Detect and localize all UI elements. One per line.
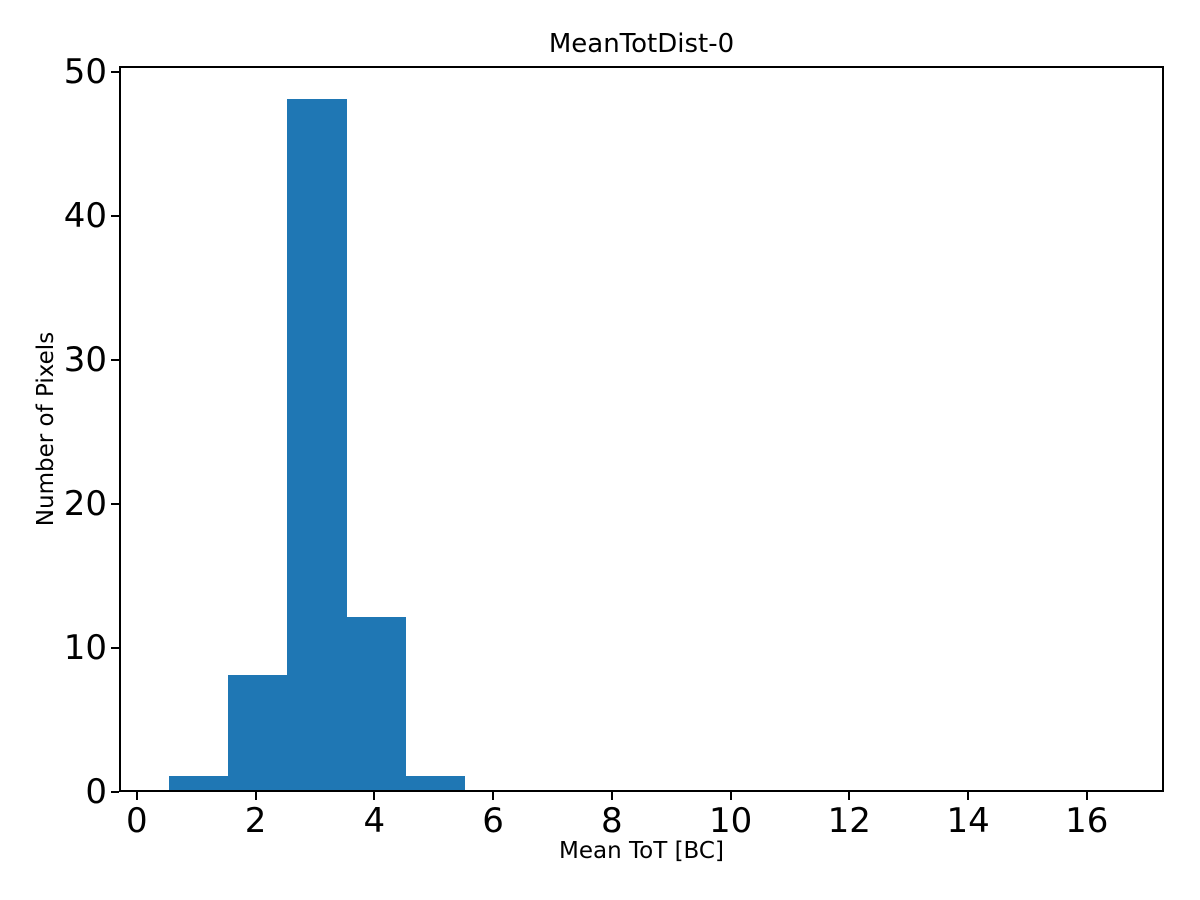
- y-tick-label: 20: [63, 483, 107, 524]
- x-tick-label: 2: [244, 801, 267, 841]
- x-tick-mark: [967, 792, 970, 800]
- x-tick-label: 10: [708, 801, 753, 841]
- plot-area: [119, 66, 1164, 792]
- chart-title: MeanTotDist-0: [548, 29, 735, 59]
- x-tick-mark: [135, 792, 138, 800]
- x-tick-mark: [729, 792, 732, 800]
- x-tick-mark: [492, 792, 495, 800]
- x-tick-mark: [610, 792, 613, 800]
- x-tick-label: 12: [827, 801, 871, 841]
- y-tick-mark: [111, 647, 119, 649]
- x-tick-mark: [848, 792, 851, 800]
- y-tick-mark: [111, 70, 119, 73]
- x-tick-label: 4: [363, 801, 386, 841]
- histogram-bar: [346, 617, 406, 790]
- y-axis-label: Number of Pixels: [33, 331, 59, 527]
- x-tick-label: 14: [946, 801, 990, 841]
- x-tick-label: 8: [600, 801, 623, 841]
- x-axis-label: Mean ToT [BC]: [559, 838, 724, 864]
- x-tick-label: 6: [482, 801, 504, 841]
- y-tick-label: 50: [63, 51, 107, 92]
- histogram-bar: [287, 98, 347, 790]
- y-tick-mark: [111, 358, 119, 361]
- x-tick-label: 16: [1065, 801, 1109, 841]
- x-tick-mark: [1085, 792, 1088, 800]
- histogram-bar: [227, 674, 288, 790]
- histogram-bar: [406, 775, 466, 790]
- y-tick-mark: [111, 214, 119, 217]
- y-tick-mark: [111, 791, 119, 793]
- x-tick-mark: [373, 792, 376, 800]
- histogram-bar: [168, 775, 228, 790]
- y-tick-label: 10: [63, 628, 107, 668]
- y-tick-mark: [111, 502, 119, 505]
- x-tick-mark: [254, 792, 257, 800]
- y-tick-label: 0: [85, 772, 107, 812]
- y-tick-label: 30: [63, 339, 107, 380]
- y-tick-label: 40: [63, 195, 107, 236]
- x-tick-label: 0: [125, 801, 148, 841]
